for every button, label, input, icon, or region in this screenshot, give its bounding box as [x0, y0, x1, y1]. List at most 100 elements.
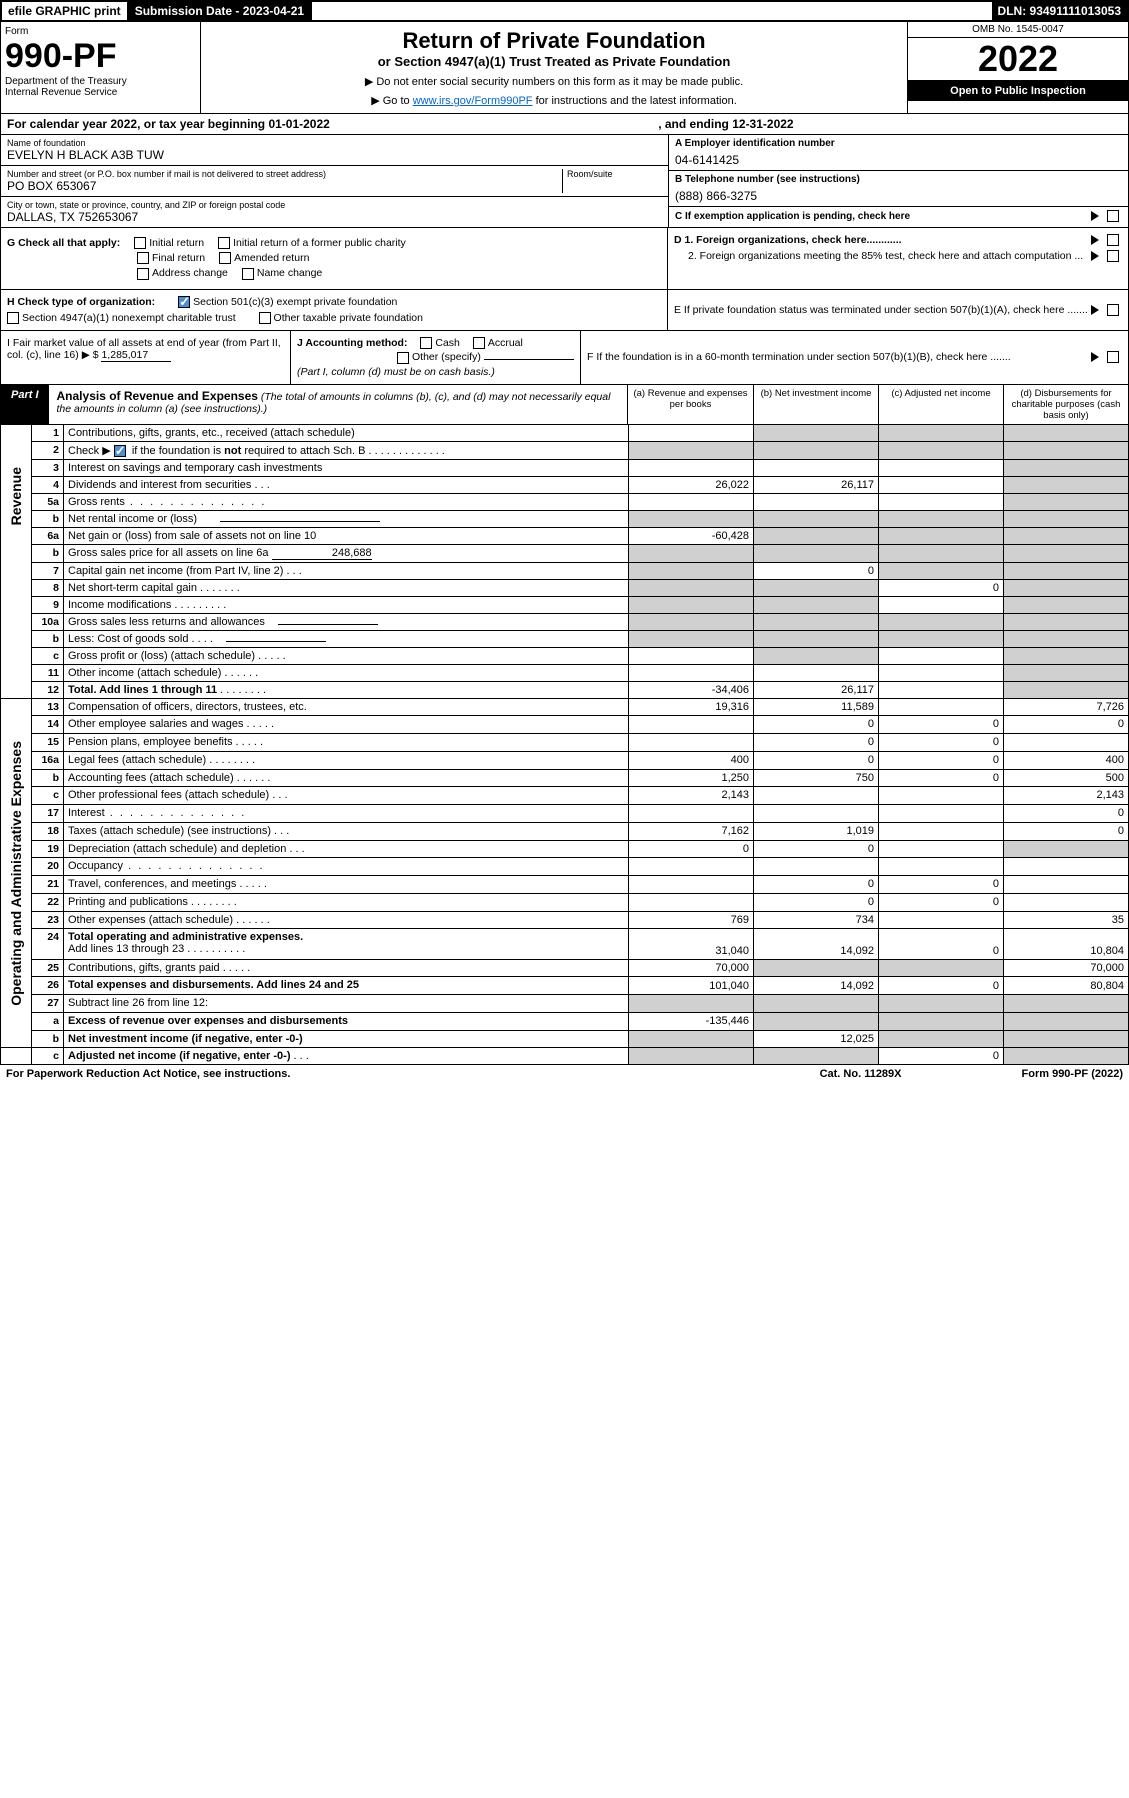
- f-label: F If the foundation is in a 60-month ter…: [587, 351, 1091, 363]
- exemption-checkbox[interactable]: [1107, 210, 1119, 222]
- name-val: EVELYN H BLACK A3B TUW: [7, 148, 662, 162]
- r17-desc: Interest: [64, 805, 629, 823]
- phone-cell: B Telephone number (see instructions) (8…: [669, 171, 1128, 207]
- table-row: cGross profit or (loss) (attach schedule…: [1, 647, 1129, 664]
- arrow-icon: [1091, 235, 1099, 245]
- cal-end: , and ending 12-31-2022: [658, 117, 793, 131]
- arrow-icon: [1091, 352, 1099, 362]
- h-opt2: Section 4947(a)(1) nonexempt charitable …: [22, 312, 236, 324]
- chk-4947[interactable]: [7, 312, 19, 324]
- r26-c: 0: [879, 977, 1004, 995]
- chk-accrual[interactable]: [473, 337, 485, 349]
- r19-a: 0: [629, 840, 754, 858]
- r16a-desc: Legal fees (attach schedule) . . . . . .…: [64, 751, 629, 769]
- r7-b: 0: [754, 562, 879, 579]
- form-subtitle: or Section 4947(a)(1) Trust Treated as P…: [207, 54, 901, 69]
- footer-left: For Paperwork Reduction Act Notice, see …: [6, 1068, 290, 1080]
- col-a-hdr: (a) Revenue and expenses per books: [628, 385, 753, 424]
- efile-label: efile GRAPHIC print: [2, 2, 129, 20]
- note2-post: for instructions and the latest informat…: [536, 95, 737, 107]
- r24-b: 14,092: [754, 929, 879, 959]
- irs-link[interactable]: www.irs.gov/Form990PF: [413, 95, 533, 107]
- r27a-a: -135,446: [629, 1012, 754, 1030]
- table-row: bLess: Cost of goods sold . . . .: [1, 630, 1129, 647]
- g-amended: Amended return: [234, 252, 309, 264]
- table-row: 24Total operating and administrative exp…: [1, 929, 1129, 959]
- g-final: Final return: [152, 252, 205, 264]
- g-addr: Address change: [152, 267, 228, 279]
- r27-desc: Subtract line 26 from line 12:: [64, 995, 629, 1013]
- chk-other-tax[interactable]: [259, 312, 271, 324]
- table-row: 26Total expenses and disbursements. Add …: [1, 977, 1129, 995]
- ein-cell: A Employer identification number 04-6141…: [669, 135, 1128, 171]
- chk-d1[interactable]: [1107, 234, 1119, 246]
- table-row: 17Interest0: [1, 805, 1129, 823]
- chk-initial[interactable]: [134, 237, 146, 249]
- id-left: Name of foundation EVELYN H BLACK A3B TU…: [1, 135, 668, 227]
- chk-f[interactable]: [1107, 351, 1119, 363]
- r9-desc: Income modifications . . . . . . . . .: [64, 596, 629, 613]
- exemption-lbl: C If exemption application is pending, c…: [675, 211, 1091, 222]
- table-row: 9Income modifications . . . . . . . . .: [1, 596, 1129, 613]
- d1-label: D 1. Foreign organizations, check here..…: [674, 234, 1091, 246]
- calendar-row: For calendar year 2022, or tax year begi…: [0, 114, 1129, 135]
- table-row: 15Pension plans, employee benefits . . .…: [1, 734, 1129, 752]
- check-block-1: G Check all that apply: Initial return I…: [0, 228, 1129, 290]
- chk-addr[interactable]: [137, 268, 149, 280]
- chk-initial-former[interactable]: [218, 237, 230, 249]
- chk-501c3[interactable]: [178, 296, 190, 308]
- g-label: G Check all that apply:: [7, 237, 120, 249]
- note2-pre: ▶ Go to: [371, 95, 412, 107]
- table-row: aExcess of revenue over expenses and dis…: [1, 1012, 1129, 1030]
- d-block: D 1. Foreign organizations, check here..…: [668, 228, 1128, 289]
- form-header: Form 990-PF Department of the Treasury I…: [0, 22, 1129, 114]
- r24-desc: Total operating and administrative expen…: [64, 929, 629, 959]
- r16c-a: 2,143: [629, 787, 754, 805]
- room-lbl: Room/suite: [567, 169, 662, 179]
- r16a-b: 0: [754, 751, 879, 769]
- r13-b: 11,589: [754, 698, 879, 716]
- chk-name[interactable]: [242, 268, 254, 280]
- r25-desc: Contributions, gifts, grants paid . . . …: [64, 959, 629, 977]
- r12-a: -34,406: [629, 681, 754, 698]
- hdr-right: OMB No. 1545-0047 2022 Open to Public In…: [908, 22, 1128, 113]
- table-row: bAccounting fees (attach schedule) . . .…: [1, 769, 1129, 787]
- r23-d: 35: [1004, 911, 1129, 929]
- table-row: bNet investment income (if negative, ent…: [1, 1030, 1129, 1048]
- chk-amended[interactable]: [219, 252, 231, 264]
- table-row: 8Net short-term capital gain . . . . . .…: [1, 579, 1129, 596]
- table-row: 21Travel, conferences, and meetings . . …: [1, 876, 1129, 894]
- phone-lbl: B Telephone number (see instructions): [675, 174, 1122, 185]
- form-word: Form: [5, 26, 196, 37]
- r5b-desc: Net rental income or (loss): [64, 510, 629, 527]
- topbar-spacer: [312, 2, 991, 20]
- r14-c: 0: [879, 716, 1004, 734]
- r3-desc: Interest on savings and temporary cash i…: [64, 459, 629, 476]
- j-note: (Part I, column (d) must be on cash basi…: [297, 366, 574, 378]
- r1-desc: Contributions, gifts, grants, etc., rece…: [64, 425, 629, 442]
- e-block: E If private foundation status was termi…: [668, 290, 1128, 330]
- table-row: 6aNet gain or (loss) from sale of assets…: [1, 527, 1129, 544]
- r16b-b: 750: [754, 769, 879, 787]
- j-block: J Accounting method: Cash Accrual Other …: [291, 331, 581, 383]
- r14-b: 0: [754, 716, 879, 734]
- chk-schb[interactable]: [114, 445, 126, 457]
- exemption-cell: C If exemption application is pending, c…: [669, 207, 1128, 225]
- chk-cash[interactable]: [420, 337, 432, 349]
- r14-desc: Other employee salaries and wages . . . …: [64, 716, 629, 734]
- r7-desc: Capital gain net income (from Part IV, l…: [64, 562, 629, 579]
- i-block: I Fair market value of all assets at end…: [1, 331, 291, 383]
- chk-d2[interactable]: [1107, 250, 1119, 262]
- r19-desc: Depreciation (attach schedule) and deple…: [64, 840, 629, 858]
- part1-text: Analysis of Revenue and Expenses (The to…: [49, 385, 627, 424]
- chk-other-acct[interactable]: [397, 352, 409, 364]
- form-number: 990-PF: [5, 37, 196, 76]
- name-cell: Name of foundation EVELYN H BLACK A3B TU…: [1, 135, 668, 166]
- chk-final[interactable]: [137, 252, 149, 264]
- r23-a: 769: [629, 911, 754, 929]
- chk-e[interactable]: [1107, 304, 1119, 316]
- h-opt3: Other taxable private foundation: [274, 312, 423, 324]
- r26-a: 101,040: [629, 977, 754, 995]
- r16a-d: 400: [1004, 751, 1129, 769]
- arrow-icon: [1091, 211, 1099, 221]
